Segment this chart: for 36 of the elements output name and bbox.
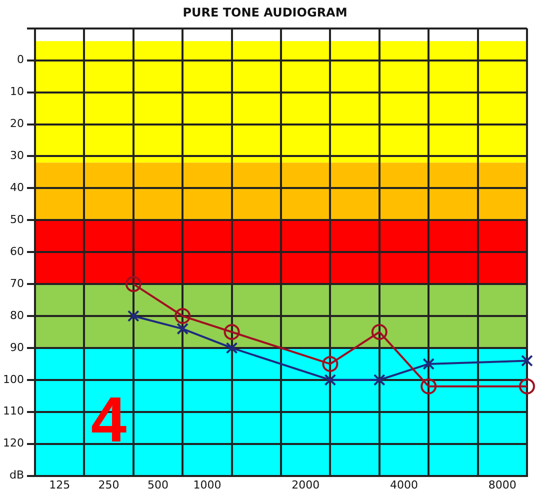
x-tick-label: 4000	[390, 478, 418, 492]
y-tick-label: 0	[16, 53, 24, 66]
y-tick-label: 30	[10, 149, 24, 162]
x-tick-label: 250	[98, 478, 120, 492]
y-tick-label: 90	[10, 340, 24, 354]
y-tick-label: 20	[10, 117, 24, 130]
point	[176, 322, 189, 335]
point	[373, 374, 386, 386]
x-tick-label: 1000	[193, 478, 222, 492]
y-tick-label: 40	[10, 181, 24, 194]
point	[174, 308, 191, 324]
point	[224, 324, 240, 340]
y-tick-label: 110	[2, 404, 24, 418]
point	[127, 310, 140, 322]
point	[324, 374, 336, 386]
y-tick-label: 60	[10, 244, 24, 258]
y-tick-label: 80	[10, 308, 24, 322]
x-tick-label: 500	[147, 478, 168, 492]
y-tick-label: 70	[10, 276, 24, 290]
x-tick-label: 125	[49, 478, 70, 492]
point	[420, 378, 437, 394]
y-tick-label: 10	[10, 85, 24, 98]
point	[521, 354, 533, 367]
point	[422, 358, 435, 370]
y-tick-label: 100	[2, 372, 24, 386]
point	[519, 378, 535, 394]
point	[226, 342, 238, 354]
point	[371, 324, 388, 340]
point	[322, 356, 338, 372]
y-tick-label: 120	[2, 436, 24, 450]
point	[125, 276, 142, 292]
chart-title: PURE TONE AUDIOGRAM	[182, 5, 348, 20]
y-tick-label: dB	[9, 468, 24, 482]
y-tick-label: 50	[10, 213, 24, 226]
x-tick-label: 8000	[488, 478, 516, 492]
x-tick-label: 2000	[292, 478, 320, 492]
